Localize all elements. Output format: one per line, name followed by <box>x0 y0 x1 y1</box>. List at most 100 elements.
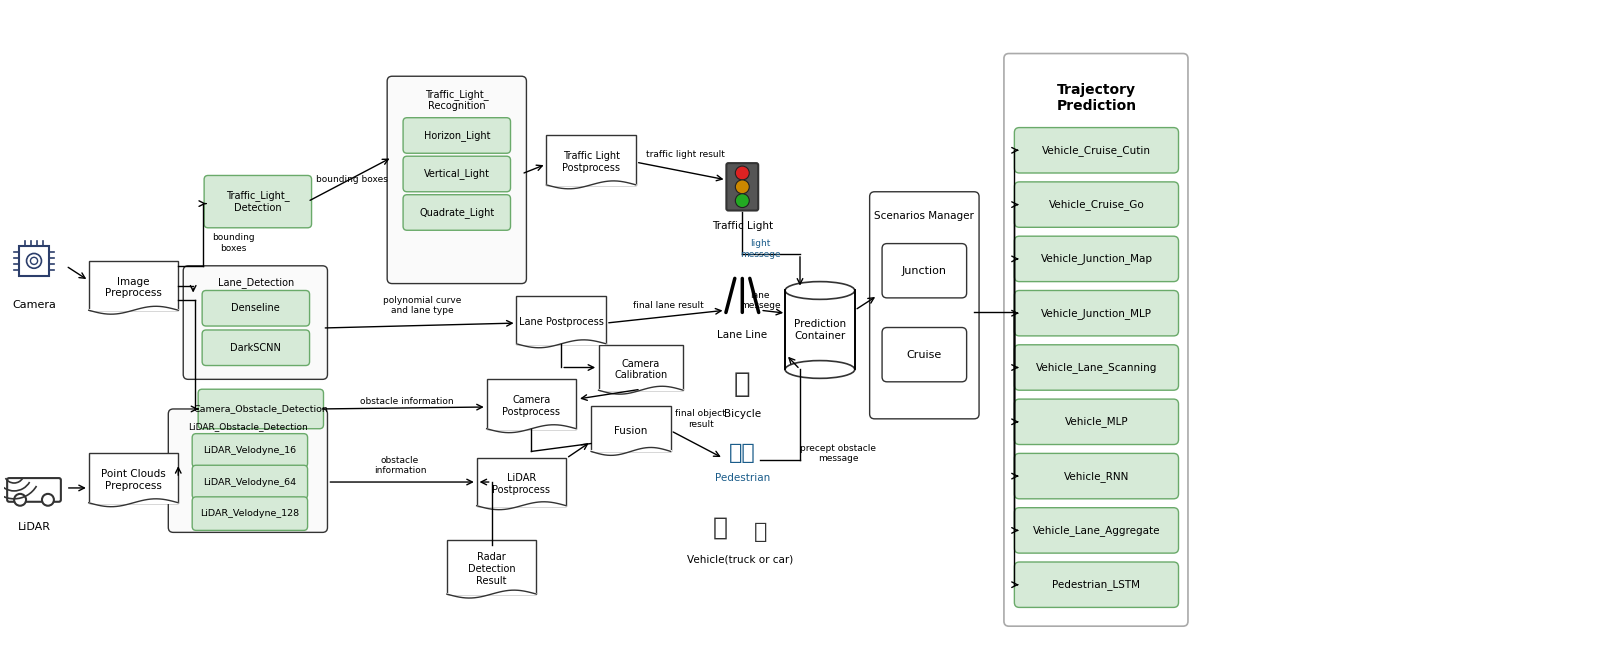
Bar <box>590 406 670 451</box>
Bar <box>786 290 854 369</box>
Text: 🚲: 🚲 <box>734 371 750 398</box>
Text: LiDAR: LiDAR <box>18 522 51 532</box>
Text: obstacle information: obstacle information <box>360 397 454 405</box>
Text: Vehicle_Lane_Scanning: Vehicle_Lane_Scanning <box>1035 362 1157 373</box>
Circle shape <box>30 258 37 264</box>
FancyBboxPatch shape <box>870 192 979 419</box>
Bar <box>477 459 566 506</box>
Bar <box>19 246 50 276</box>
FancyBboxPatch shape <box>1014 399 1179 445</box>
FancyBboxPatch shape <box>1014 345 1179 390</box>
Text: Fusion: Fusion <box>614 426 648 436</box>
FancyBboxPatch shape <box>1014 182 1179 227</box>
FancyBboxPatch shape <box>192 434 307 467</box>
Text: Pedestrian_LSTM: Pedestrian_LSTM <box>1053 579 1141 590</box>
Text: Traffic Light: Traffic Light <box>712 221 773 231</box>
Text: Lane Line: Lane Line <box>717 330 768 340</box>
Bar <box>88 261 178 310</box>
Text: polynomial curve
and lane type: polynomial curve and lane type <box>382 296 461 315</box>
Text: Vehicle_Junction_Map: Vehicle_Junction_Map <box>1040 254 1152 264</box>
Text: traffic light result: traffic light result <box>646 150 725 159</box>
FancyBboxPatch shape <box>882 327 966 382</box>
Text: Traffic_Light_
Recognition: Traffic_Light_ Recognition <box>426 89 488 111</box>
Ellipse shape <box>786 282 854 300</box>
Text: final lane result: final lane result <box>634 301 704 310</box>
FancyBboxPatch shape <box>184 266 328 379</box>
Text: Bicycle: Bicycle <box>723 409 762 419</box>
Text: Scenarios Manager: Scenarios Manager <box>875 212 974 221</box>
FancyBboxPatch shape <box>387 76 526 284</box>
Circle shape <box>14 494 26 506</box>
Text: obstacle
information: obstacle information <box>374 455 426 475</box>
FancyBboxPatch shape <box>1014 236 1179 282</box>
Text: Vehicle_RNN: Vehicle_RNN <box>1064 470 1130 482</box>
Text: Quadrate_Light: Quadrate_Light <box>419 207 494 218</box>
Circle shape <box>736 180 749 194</box>
Text: Cruise: Cruise <box>907 350 942 359</box>
FancyBboxPatch shape <box>403 118 510 153</box>
Text: Vehicle_Cruise_Go: Vehicle_Cruise_Go <box>1048 199 1144 210</box>
Text: Vehicle_MLP: Vehicle_MLP <box>1064 417 1128 427</box>
Text: Vehicle_Cruise_Cutin: Vehicle_Cruise_Cutin <box>1042 145 1150 156</box>
Text: Denseline: Denseline <box>232 304 280 313</box>
FancyBboxPatch shape <box>205 175 312 228</box>
FancyBboxPatch shape <box>168 409 328 532</box>
Text: precept obstacle
message: precept obstacle message <box>800 443 877 463</box>
Circle shape <box>27 254 42 268</box>
Text: bounding boxes: bounding boxes <box>317 175 389 185</box>
Bar <box>88 453 178 503</box>
Text: Prediction
Container: Prediction Container <box>794 319 846 341</box>
Text: Camera: Camera <box>13 300 56 310</box>
Text: 🚛: 🚛 <box>714 516 728 539</box>
Text: Trajectory
Prediction: Trajectory Prediction <box>1056 83 1136 113</box>
Bar <box>517 296 606 344</box>
FancyBboxPatch shape <box>1014 453 1179 499</box>
FancyBboxPatch shape <box>882 244 966 298</box>
Text: Lane_Detection: Lane_Detection <box>218 277 294 288</box>
Bar <box>598 345 683 390</box>
FancyBboxPatch shape <box>202 290 309 326</box>
Bar <box>486 379 576 429</box>
FancyBboxPatch shape <box>6 478 61 502</box>
Text: LiDAR_Velodyne_64: LiDAR_Velodyne_64 <box>203 478 296 487</box>
FancyBboxPatch shape <box>192 497 307 530</box>
Text: Traffic Light
Postprocess: Traffic Light Postprocess <box>562 151 621 173</box>
FancyBboxPatch shape <box>202 330 309 365</box>
Text: Camera_Obstacle_Detection: Camera_Obstacle_Detection <box>194 405 328 413</box>
Text: Horizon_Light: Horizon_Light <box>424 130 490 141</box>
Circle shape <box>42 494 54 506</box>
FancyBboxPatch shape <box>403 156 510 192</box>
FancyBboxPatch shape <box>198 389 323 429</box>
FancyBboxPatch shape <box>1014 290 1179 336</box>
Bar <box>446 540 536 594</box>
Text: Vehicle_Lane_Aggregate: Vehicle_Lane_Aggregate <box>1032 525 1160 536</box>
Text: DarkSCNN: DarkSCNN <box>230 343 282 353</box>
Text: bounding
boxes: bounding boxes <box>211 233 254 253</box>
FancyBboxPatch shape <box>726 163 758 210</box>
Text: Vertical_Light: Vertical_Light <box>424 169 490 179</box>
Text: Camera
Postprocess: Camera Postprocess <box>502 396 560 417</box>
Circle shape <box>736 194 749 208</box>
Text: LiDAR
Postprocess: LiDAR Postprocess <box>493 473 550 495</box>
Text: Image
Preprocess: Image Preprocess <box>106 277 162 298</box>
Text: 🚗: 🚗 <box>754 522 766 543</box>
Text: Point Clouds
Preprocess: Point Clouds Preprocess <box>101 469 166 491</box>
Text: Vehicle_Junction_MLP: Vehicle_Junction_MLP <box>1042 307 1152 319</box>
Text: light
messege: light messege <box>739 239 781 259</box>
FancyBboxPatch shape <box>192 465 307 499</box>
Circle shape <box>736 166 749 180</box>
Text: 🚶🚶: 🚶🚶 <box>730 443 755 463</box>
Text: Lane Postprocess: Lane Postprocess <box>518 317 603 327</box>
Text: lane
messege: lane messege <box>739 290 781 310</box>
FancyBboxPatch shape <box>1014 508 1179 553</box>
FancyBboxPatch shape <box>403 194 510 230</box>
Text: final object
result: final object result <box>675 409 726 428</box>
Text: Radar
Detection
Result: Radar Detection Result <box>467 553 515 585</box>
Text: Vehicle(truck or car): Vehicle(truck or car) <box>686 554 794 564</box>
Text: LiDAR_Velodyne_128: LiDAR_Velodyne_128 <box>200 509 299 518</box>
FancyBboxPatch shape <box>1003 53 1187 626</box>
Text: Traffic_Light_
Detection: Traffic_Light_ Detection <box>226 191 290 213</box>
Text: Camera
Calibration: Camera Calibration <box>614 359 667 380</box>
Text: LiDAR_Velodyne_16: LiDAR_Velodyne_16 <box>203 446 296 455</box>
FancyBboxPatch shape <box>1014 562 1179 608</box>
